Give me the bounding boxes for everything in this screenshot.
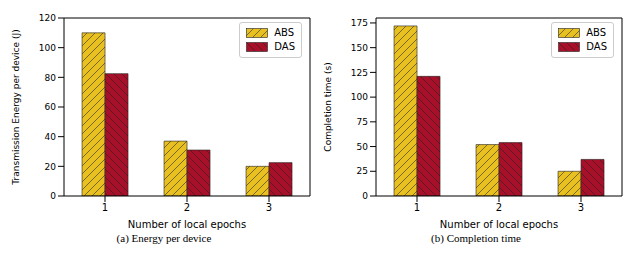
svg-text:Number of local epochs: Number of local epochs xyxy=(440,219,558,230)
svg-text:2: 2 xyxy=(496,202,502,213)
svg-text:0: 0 xyxy=(50,191,56,201)
html-text:(a) Energy per device: (a) Energy per device xyxy=(116,232,212,244)
svg-text:3: 3 xyxy=(266,202,272,213)
svg-text:0: 0 xyxy=(362,191,368,201)
svg-text:50: 50 xyxy=(357,142,369,152)
html-text:ABS: ABS xyxy=(274,27,295,38)
svg-text:60: 60 xyxy=(45,102,57,112)
html-text:(b) Completion time: (b) Completion time xyxy=(431,232,521,244)
svg-text:Transmission Energy per device: Transmission Energy per device (J) xyxy=(11,29,21,185)
html-text:ABS: ABS xyxy=(586,27,607,38)
svg-text:40: 40 xyxy=(45,132,57,142)
html-text:DAS: DAS xyxy=(274,41,295,52)
svg-text:Number of local epochs: Number of local epochs xyxy=(128,219,246,230)
svg-text:3: 3 xyxy=(578,202,584,213)
svg-text:120: 120 xyxy=(39,13,56,23)
svg-text:150: 150 xyxy=(351,43,368,53)
html-text:DAS: DAS xyxy=(586,41,607,52)
svg-text:175: 175 xyxy=(351,18,368,28)
svg-text:1: 1 xyxy=(102,202,108,213)
svg-text:Completion time (s): Completion time (s) xyxy=(323,62,333,151)
svg-text:20: 20 xyxy=(45,162,57,172)
svg-text:100: 100 xyxy=(351,92,368,102)
svg-text:80: 80 xyxy=(45,73,57,83)
svg-text:100: 100 xyxy=(39,43,56,53)
svg-text:1: 1 xyxy=(414,202,420,213)
svg-text:25: 25 xyxy=(357,166,368,176)
svg-text:125: 125 xyxy=(351,68,368,78)
svg-text:2: 2 xyxy=(184,202,190,213)
svg-text:75: 75 xyxy=(357,117,368,127)
